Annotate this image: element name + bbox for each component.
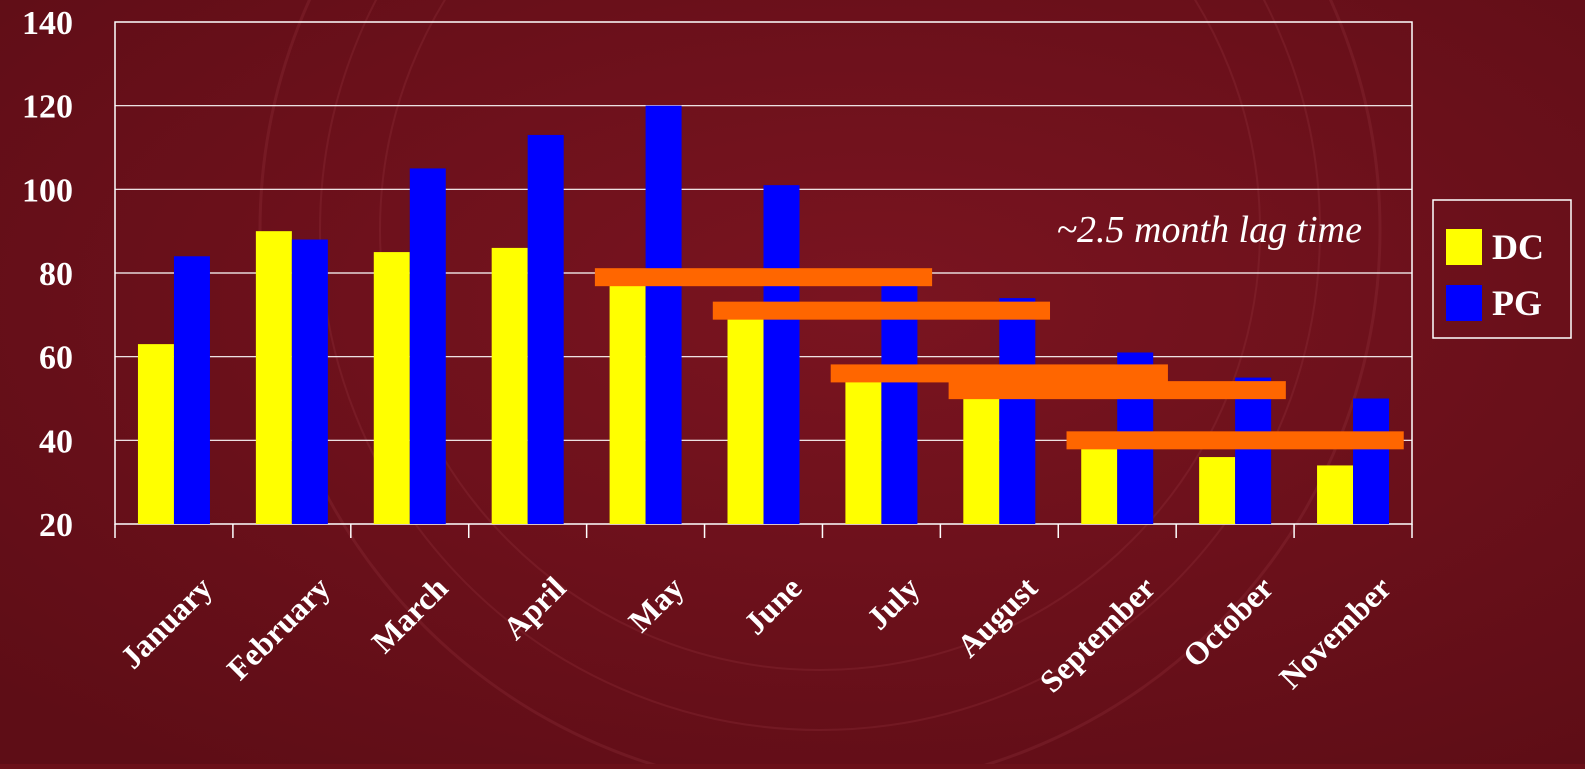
- lag-line: [830, 364, 1168, 383]
- y-tick-label: 40: [39, 423, 73, 460]
- bar-dc: [491, 247, 528, 524]
- y-tick-label: 100: [22, 172, 73, 209]
- legend-swatch-pg: [1446, 285, 1482, 321]
- bar-pg: [291, 239, 328, 525]
- bar-dc: [845, 373, 882, 524]
- bar-dc: [137, 344, 174, 524]
- seal-watermark: [258, 0, 1382, 769]
- legend-label: DC: [1492, 227, 1544, 267]
- bar-dc: [727, 310, 764, 524]
- bar-dc: [1081, 444, 1118, 524]
- y-tick-label: 60: [39, 340, 73, 377]
- bar-dc: [1199, 457, 1236, 524]
- bar-dc: [255, 231, 292, 524]
- y-tick-label: 80: [39, 256, 73, 293]
- y-tick-label: 20: [39, 507, 73, 544]
- bar-pg: [1235, 377, 1272, 524]
- bar-pg: [173, 256, 210, 524]
- legend-label: PG: [1492, 283, 1542, 323]
- legend-box: [1432, 199, 1572, 339]
- bar-dc: [963, 394, 1000, 524]
- bar-pg: [999, 298, 1036, 524]
- lag-line: [948, 381, 1286, 400]
- lag-line: [712, 301, 1051, 320]
- bar-pg: [645, 105, 682, 525]
- legend-swatch-dc: [1446, 229, 1482, 265]
- bar-pg: [527, 134, 564, 524]
- y-tick-label: 120: [22, 89, 73, 126]
- bar-pg: [1353, 398, 1390, 524]
- bar-dc: [373, 252, 410, 525]
- bar-pg: [763, 185, 800, 524]
- annotation-label: ~2.5 month lag time: [1056, 209, 1362, 251]
- bar-dc: [1317, 465, 1354, 524]
- y-tick-label: 140: [22, 5, 73, 42]
- lag-line: [1066, 431, 1404, 450]
- bar-pg: [409, 168, 446, 524]
- bar-dc: [609, 277, 646, 524]
- lag-line: [594, 268, 933, 287]
